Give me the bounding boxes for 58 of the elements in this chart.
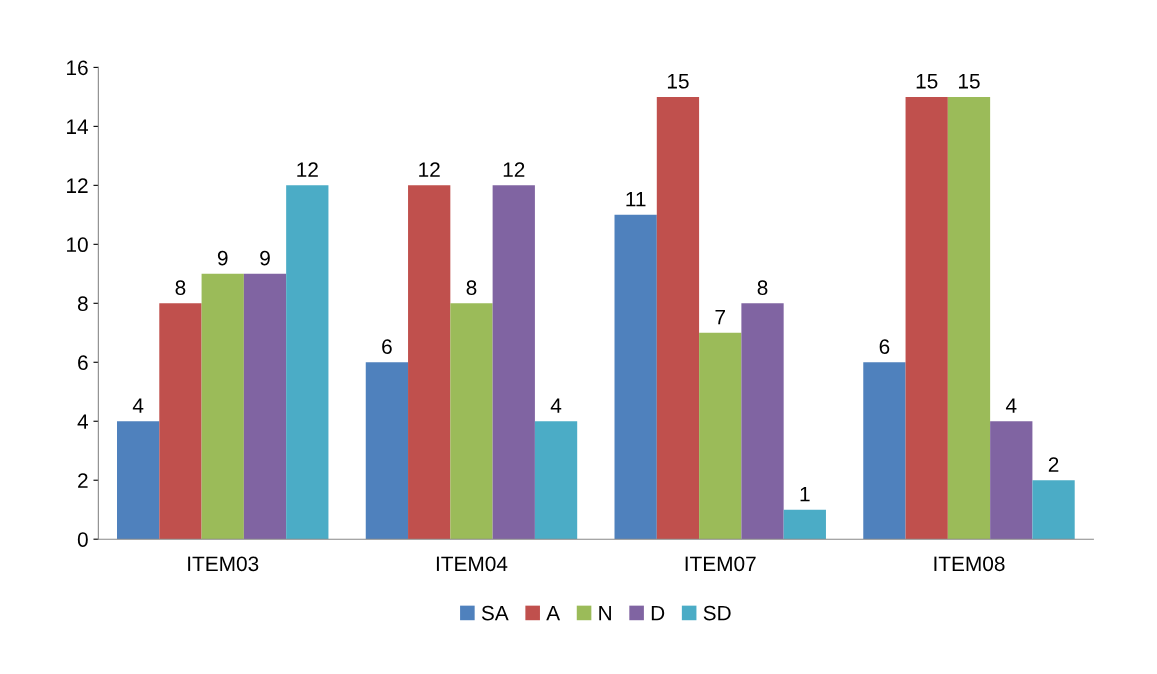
data-label: 6 [879, 339, 890, 354]
bar [990, 421, 1033, 540]
data-label: 9 [217, 250, 228, 266]
data-label: 7 [715, 309, 725, 325]
data-label: 15 [916, 74, 938, 89]
bar [656, 96, 700, 540]
x-tick-label: ITEM04 [436, 556, 508, 572]
data-label: 8 [466, 280, 477, 296]
y-tick-label: 14 [67, 119, 89, 134]
bar [201, 273, 244, 540]
data-label: 12 [419, 162, 440, 177]
legend-label: N [599, 605, 611, 621]
y-tick-label: 16 [67, 60, 88, 76]
y-tick-label: 12 [67, 178, 88, 193]
legend-label: D [651, 605, 665, 621]
data-label: 9 [260, 250, 270, 266]
x-tick-label: ITEM07 [685, 556, 756, 572]
data-label: 4 [1005, 398, 1017, 413]
data-label: 4 [550, 398, 562, 413]
bar [286, 185, 329, 540]
bar [947, 96, 991, 540]
data-label: 2 [1048, 457, 1059, 472]
bar [117, 421, 160, 540]
data-label: 12 [503, 162, 525, 177]
legend-label: A [546, 605, 561, 621]
x-tick-label: ITEM03 [188, 556, 259, 572]
data-label: 15 [958, 74, 980, 89]
legend-label: SD [703, 605, 731, 621]
bar [243, 273, 287, 540]
legend-label: SA [481, 605, 509, 621]
y-tick-label: 4 [77, 414, 89, 429]
bar [905, 96, 948, 540]
bar [741, 303, 784, 540]
x-tick-label: ITEM08 [934, 556, 1005, 572]
data-label: 15 [667, 74, 689, 89]
data-label: 8 [175, 280, 186, 296]
data-label: 8 [757, 280, 768, 296]
data-label: 4 [132, 398, 144, 413]
bar [783, 509, 826, 540]
y-tick-label: 10 [67, 237, 88, 253]
data-label: 6 [382, 339, 392, 354]
data-label: 12 [297, 162, 318, 177]
y-tick-label: 2 [78, 473, 88, 488]
bar [699, 332, 742, 540]
y-tick-label: 6 [78, 355, 88, 371]
bar [1032, 480, 1075, 540]
data-label: 1 [800, 486, 810, 502]
bar [863, 362, 906, 540]
y-tick-label: 8 [77, 296, 88, 312]
bar [450, 303, 493, 540]
bar [159, 303, 202, 540]
bar [534, 421, 578, 540]
bar [614, 214, 657, 540]
y-tick-label: 0 [77, 532, 88, 547]
bar [408, 185, 451, 540]
data-label: 11 [626, 192, 646, 207]
bar [492, 185, 535, 540]
bar [365, 362, 409, 540]
